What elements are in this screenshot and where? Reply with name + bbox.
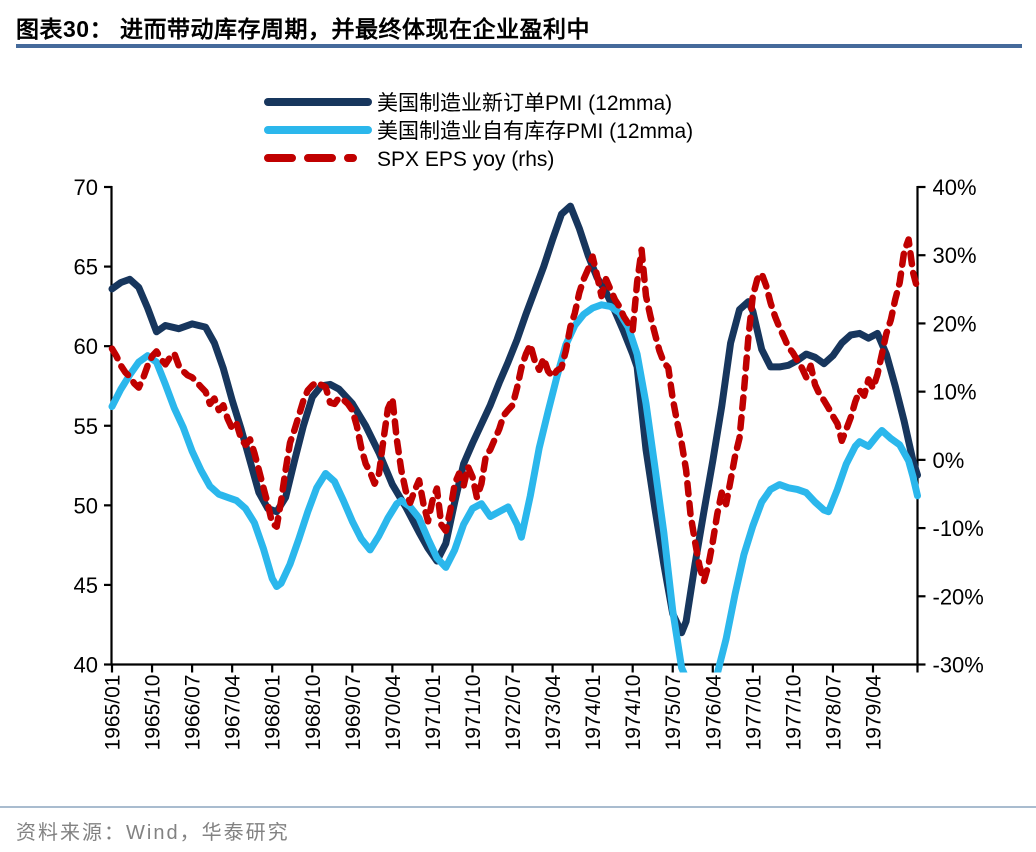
- x-axis-label: 1974/01: [582, 675, 605, 751]
- right-axis-label: 30%: [933, 243, 977, 268]
- right-axis-label: 40%: [933, 175, 977, 200]
- x-axis-label: 1978/07: [822, 675, 845, 751]
- left-axis-label: 55: [74, 414, 98, 439]
- chart-area: 70 65 60 55 50 45 40 40% 30% 20% 10% 0% -10% -20% -30%…: [74, 92, 984, 751]
- x-axis-label: 1970/04: [382, 674, 405, 750]
- left-axis-label: 60: [74, 334, 98, 359]
- x-axis-label: 1974/10: [622, 675, 645, 751]
- series-line-new-orders-pmi: [108, 202, 921, 637]
- series-line-own-inventory-pmi: [108, 301, 921, 673]
- series-line-spx-eps-yoy: [108, 236, 921, 585]
- x-axis-label: 1965/01: [102, 675, 125, 751]
- x-axis-label: 1977/01: [742, 675, 765, 751]
- x-axis-label: 1966/07: [182, 675, 205, 751]
- x-axis-label: 1969/07: [342, 675, 365, 751]
- left-axis-label: 45: [74, 573, 98, 598]
- x-axis-label: 1977/10: [782, 675, 805, 751]
- title-underline: [16, 44, 1022, 48]
- x-axis-label: 1972/07: [502, 675, 525, 751]
- x-axis-label: 1973/04: [542, 674, 565, 750]
- right-axis-label: 0%: [933, 448, 965, 473]
- x-axis-label: 1976/04: [702, 674, 725, 750]
- right-axis-label: -10%: [933, 516, 984, 541]
- x-axis-label: 1975/07: [662, 675, 685, 751]
- page-title: 图表30： 进而带动库存周期，并最终体现在企业盈利中: [16, 16, 590, 42]
- left-axis-label: 50: [74, 493, 98, 518]
- right-axis-label: 10%: [933, 380, 977, 405]
- x-axis-label: 1965/10: [142, 675, 165, 751]
- legend-label: 美国制造业自有库存PMI (12mma): [377, 120, 693, 143]
- left-axis-label: 65: [74, 255, 98, 280]
- x-axis-label: 1971/10: [462, 675, 485, 751]
- legend-label: 美国制造业新订单PMI (12mma): [377, 92, 672, 115]
- x-axis-label: 1968/01: [262, 675, 285, 751]
- right-axis-label: -30%: [933, 653, 984, 678]
- x-axis-label: 1968/10: [302, 675, 325, 751]
- x-axis-label: 1979/04: [862, 674, 885, 750]
- left-axis-label: 40: [74, 653, 98, 678]
- footer-divider: [0, 806, 1036, 808]
- right-axis-label: 20%: [933, 311, 977, 336]
- x-axis-label: 1971/01: [422, 675, 445, 751]
- left-axis-label: 70: [74, 175, 98, 200]
- pmi-eps-chart: 70 65 60 55 50 45 40 40% 30% 20% 10% 0% -10% -20% -30%…: [74, 92, 984, 751]
- source-note: 资料来源：Wind，华泰研究: [16, 822, 290, 844]
- legend-label: SPX EPS yoy (rhs): [377, 148, 554, 171]
- x-axis-label: 1967/04: [222, 674, 245, 750]
- right-axis-label: -20%: [933, 584, 984, 609]
